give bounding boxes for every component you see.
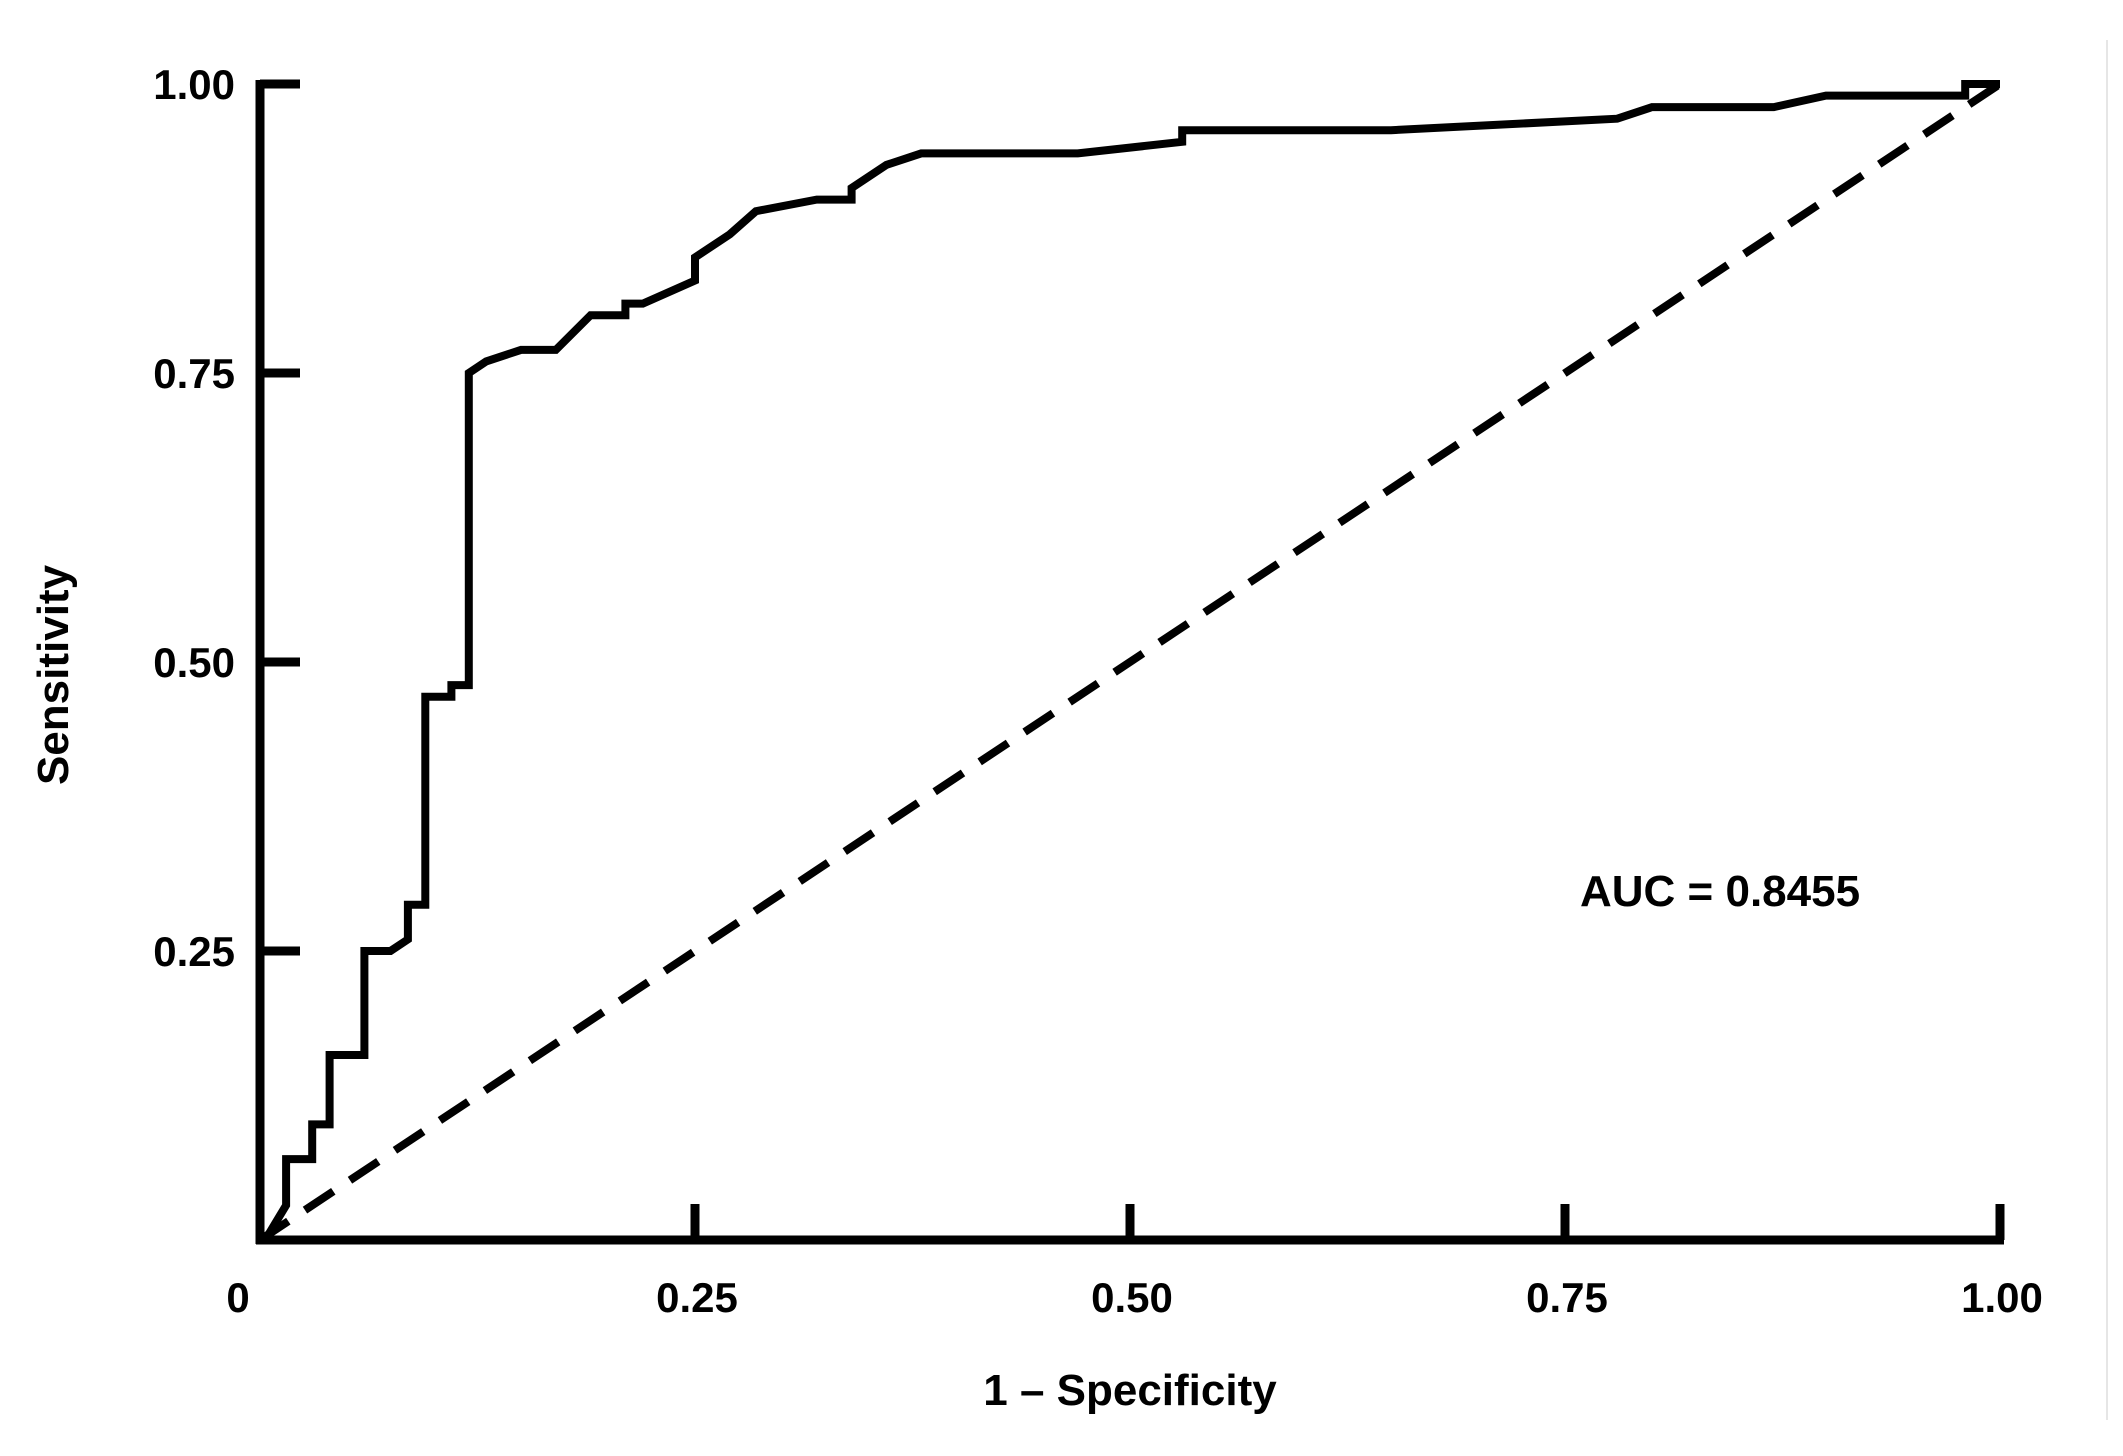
y-tick-label: 0.75 [153, 350, 235, 397]
roc-curve [265, 80, 2000, 1237]
x-tick-label: 0.50 [1091, 1274, 1173, 1321]
labels-layer: AUC = 0.8455 1 – Specificity Sensitivity [29, 564, 1860, 1415]
x-axis-label: 1 – Specificity [983, 1366, 1277, 1415]
y-tick-label: 1.00 [153, 61, 235, 108]
y-tick-label: 0.25 [153, 928, 235, 975]
x-tick-label: 0.25 [656, 1274, 738, 1321]
x-tick-label: 0.75 [1526, 1274, 1608, 1321]
x-tick-label: 1.00 [1961, 1274, 2043, 1321]
series-layer [257, 80, 2003, 1244]
reference-diagonal-line [257, 80, 2003, 1244]
x-tick-label: 0 [226, 1274, 249, 1321]
y-tick-label: 0.50 [153, 639, 235, 686]
axes: 0.25 0.50 0.75 1.00 0 0.25 0.50 0.75 1.00 [153, 61, 2043, 1321]
figure-edge-line [2106, 40, 2108, 1420]
annotation-auc: AUC = 0.8455 [1580, 867, 1860, 916]
y-axis-label: Sensitivity [29, 564, 78, 785]
